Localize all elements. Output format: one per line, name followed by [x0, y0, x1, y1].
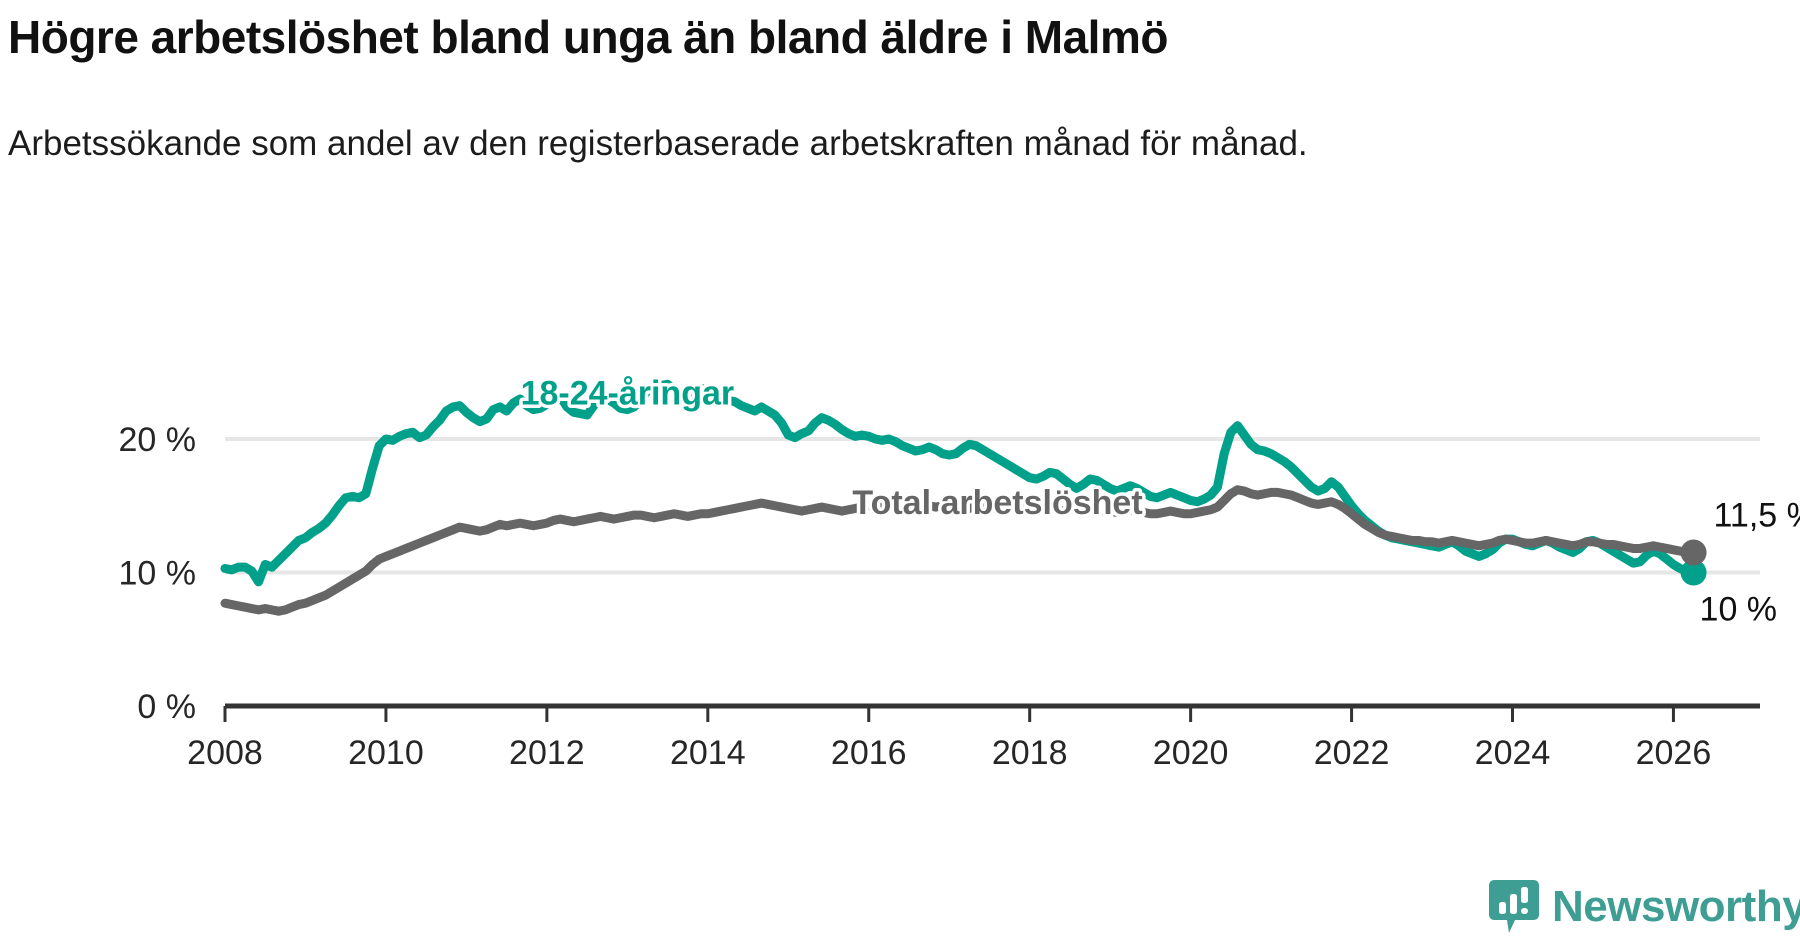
data-series [220, 379, 1707, 616]
end-value-label-young: 10 % [1700, 591, 1778, 629]
logo-wordmark: Newsworthy [1552, 882, 1800, 931]
series-end-point [1680, 539, 1707, 566]
x-axis-tick-labels: 2008 2010 2012 2014 2016 2018 2020 2022 2024 2026 [187, 706, 1711, 772]
series-annotations: 18-24-åringar Total arbetslöshet 11,5 % 10 … [517, 371, 1800, 629]
x-tick-label: 2026 [1636, 734, 1712, 772]
gridlines [225, 437, 1760, 575]
series-line [220, 485, 1699, 616]
x-tick-label: 2012 [509, 734, 585, 772]
page-title: Högre arbetslöshet bland unga än bland ä… [8, 11, 1168, 63]
bar-chart-speech-bubble-icon [1489, 880, 1539, 933]
x-tick-label: 2024 [1475, 734, 1551, 772]
x-tick-label: 2022 [1314, 734, 1390, 772]
series-end-point [1680, 559, 1707, 586]
x-tick-label: 2020 [1153, 734, 1229, 772]
x-tick-label: 2008 [187, 734, 263, 772]
x-tick-label: 2010 [348, 734, 424, 772]
y-tick-label: 20 % [119, 421, 197, 459]
x-tick-label: 2014 [670, 734, 746, 772]
y-tick-label: 10 % [119, 555, 197, 593]
x-tick-label: 2016 [831, 734, 907, 772]
y-axis-tick-labels: 0 % 10 % 20 % [119, 421, 197, 726]
page-subtitle: Arbetssökande som andel av den registerb… [8, 124, 1308, 163]
series-name-label: Total arbetslöshet [852, 484, 1142, 522]
end-value-label-total: 11,5 % [1714, 496, 1800, 534]
y-tick-label: 0 % [137, 688, 196, 726]
x-tick-label: 2018 [992, 734, 1068, 772]
newsworthy-logo[interactable]: Newsworthy [1488, 878, 1800, 936]
series-name-label: 18-24-åringar [521, 374, 735, 412]
